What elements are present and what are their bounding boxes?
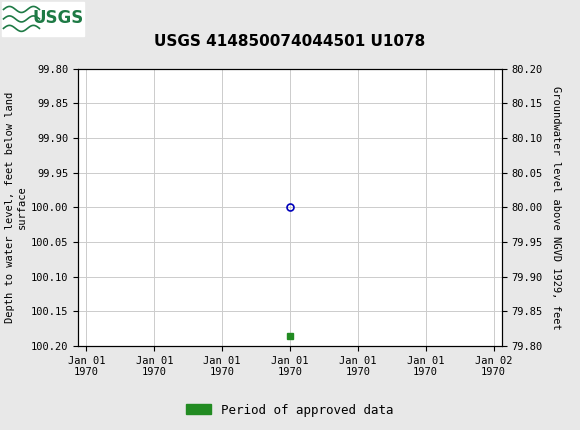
Bar <box>2 2 84 36</box>
Text: USGS: USGS <box>32 9 84 27</box>
Y-axis label: Depth to water level, feet below land
surface: Depth to water level, feet below land su… <box>5 92 27 323</box>
Text: USGS 414850074044501 U1078: USGS 414850074044501 U1078 <box>154 34 426 49</box>
Legend: Period of approved data: Period of approved data <box>181 399 399 421</box>
Y-axis label: Groundwater level above NGVD 1929, feet: Groundwater level above NGVD 1929, feet <box>551 86 561 329</box>
